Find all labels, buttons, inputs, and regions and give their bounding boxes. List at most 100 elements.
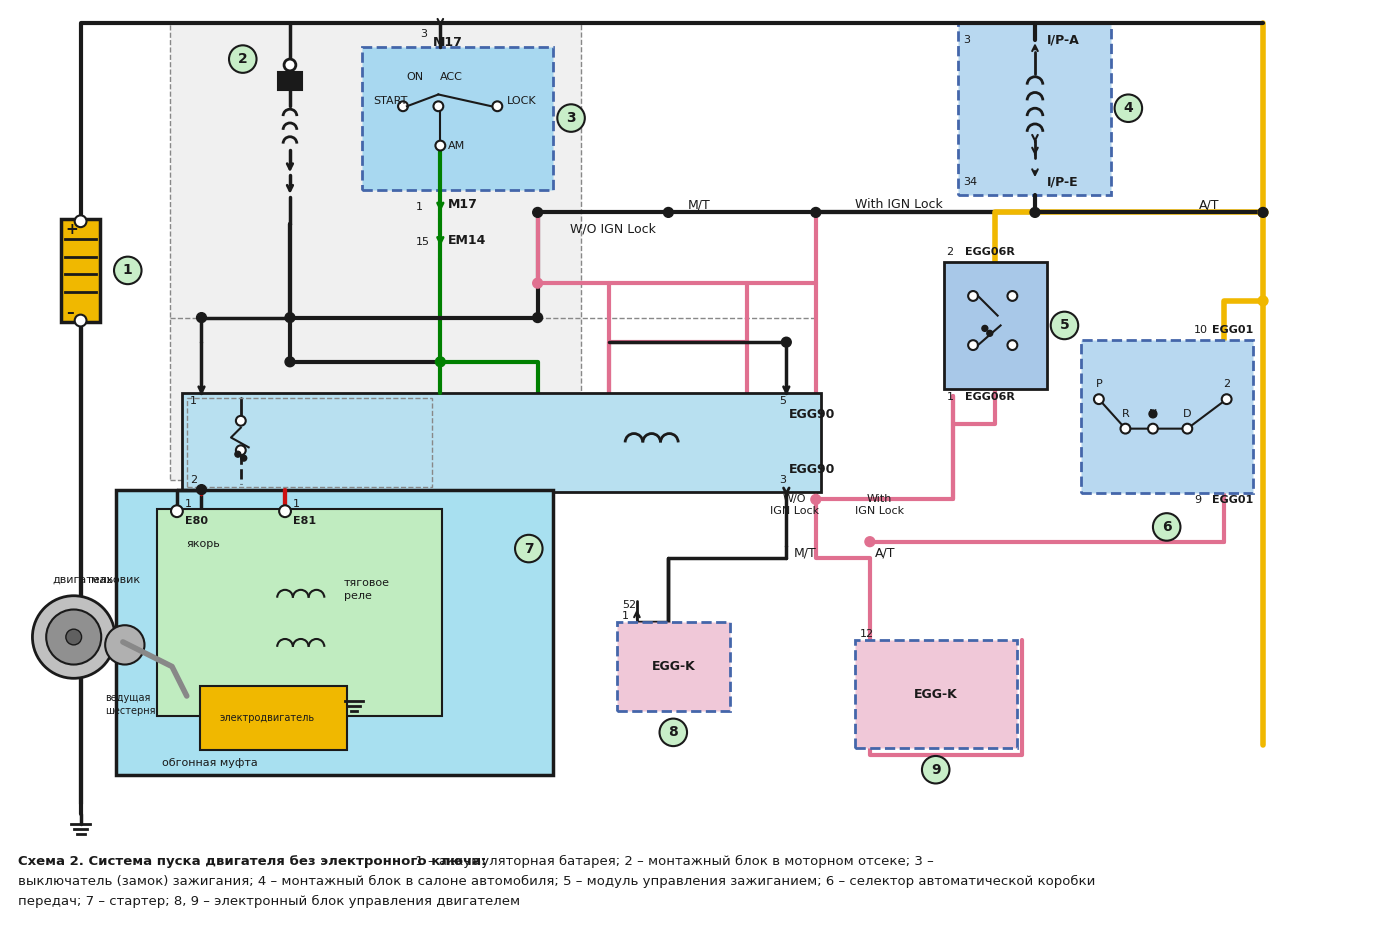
- Text: M/T: M/T: [688, 199, 710, 211]
- Text: E81: E81: [293, 516, 316, 526]
- Text: 4: 4: [1124, 102, 1133, 116]
- Circle shape: [1007, 291, 1017, 301]
- Text: W/O IGN Lock: W/O IGN Lock: [571, 223, 656, 236]
- Circle shape: [983, 325, 988, 332]
- Text: IGN Lock: IGN Lock: [855, 506, 904, 516]
- Text: 8: 8: [669, 725, 679, 739]
- Circle shape: [865, 537, 875, 546]
- Circle shape: [663, 208, 673, 217]
- Bar: [855, 640, 1017, 748]
- Circle shape: [229, 46, 257, 73]
- Circle shape: [196, 312, 206, 322]
- Text: 3: 3: [963, 35, 970, 46]
- Circle shape: [557, 104, 585, 131]
- Bar: [61, 219, 101, 322]
- Text: маховик: маховик: [91, 575, 141, 585]
- Circle shape: [1153, 514, 1180, 541]
- Bar: [278, 72, 301, 89]
- Circle shape: [171, 505, 182, 517]
- Circle shape: [285, 357, 294, 366]
- Text: +: +: [66, 222, 79, 237]
- Text: якорь: якорь: [187, 539, 221, 549]
- Bar: [618, 623, 730, 711]
- Text: LOCK: LOCK: [507, 96, 536, 106]
- Circle shape: [532, 208, 543, 217]
- Text: With IGN Lock: With IGN Lock: [855, 199, 943, 211]
- Circle shape: [1121, 424, 1130, 433]
- Text: 9: 9: [1194, 496, 1201, 505]
- Circle shape: [1183, 424, 1193, 433]
- Text: D: D: [1183, 409, 1191, 418]
- Text: 1: 1: [189, 396, 196, 406]
- Text: 10: 10: [1194, 325, 1208, 336]
- Bar: [182, 393, 821, 491]
- Circle shape: [811, 495, 821, 504]
- Circle shape: [66, 629, 82, 645]
- Text: 3: 3: [420, 29, 427, 38]
- Text: 2: 2: [189, 474, 196, 485]
- Circle shape: [46, 610, 101, 665]
- Circle shape: [1148, 424, 1158, 433]
- Circle shape: [115, 256, 141, 284]
- Circle shape: [398, 102, 408, 111]
- Text: E80: E80: [185, 516, 207, 526]
- Circle shape: [75, 315, 87, 326]
- Circle shape: [1258, 296, 1267, 306]
- Text: 6: 6: [1162, 520, 1172, 534]
- Text: 1: 1: [416, 201, 423, 212]
- Circle shape: [75, 215, 87, 227]
- Circle shape: [240, 455, 247, 461]
- Text: AM: AM: [448, 141, 466, 151]
- Circle shape: [435, 357, 445, 366]
- Text: 1: 1: [293, 500, 300, 509]
- Circle shape: [1148, 410, 1157, 418]
- Circle shape: [235, 451, 240, 458]
- Circle shape: [515, 535, 543, 562]
- Text: выключатель (замок) зажигания; 4 – монтажный блок в салоне автомобиля; 5 – модул: выключатель (замок) зажигания; 4 – монта…: [18, 875, 1095, 888]
- Circle shape: [532, 279, 543, 288]
- Text: 5: 5: [779, 396, 786, 406]
- Circle shape: [285, 312, 294, 322]
- Text: электродвигатель: электродвигатель: [220, 713, 314, 722]
- Text: M/T: M/T: [795, 547, 817, 560]
- Circle shape: [1258, 208, 1267, 217]
- Bar: [170, 22, 580, 480]
- Circle shape: [987, 330, 992, 336]
- Circle shape: [1258, 208, 1267, 217]
- Text: M17: M17: [448, 199, 478, 211]
- Circle shape: [1007, 340, 1017, 350]
- Text: EGG06R: EGG06R: [965, 392, 1014, 403]
- Text: 2: 2: [238, 52, 247, 66]
- Text: START: START: [373, 96, 408, 106]
- Circle shape: [532, 312, 543, 322]
- Text: W/O: W/O: [782, 494, 806, 504]
- Circle shape: [285, 59, 296, 71]
- Bar: [362, 48, 553, 190]
- Circle shape: [492, 102, 502, 111]
- Circle shape: [969, 340, 978, 350]
- Circle shape: [105, 625, 145, 665]
- Text: EM14: EM14: [448, 235, 486, 247]
- Text: 7: 7: [524, 541, 533, 555]
- Text: P: P: [1096, 379, 1103, 390]
- Text: 1: 1: [947, 392, 954, 403]
- Circle shape: [659, 719, 687, 747]
- Text: 1: 1: [622, 611, 629, 622]
- Text: 5: 5: [1060, 319, 1070, 333]
- Text: двигатель: двигатель: [53, 575, 113, 585]
- Bar: [187, 398, 433, 487]
- Circle shape: [1030, 208, 1039, 217]
- Circle shape: [811, 208, 821, 217]
- Text: 2: 2: [1223, 379, 1230, 390]
- Text: IGN Lock: IGN Lock: [770, 506, 818, 516]
- Text: I/P-A: I/P-A: [1046, 34, 1079, 47]
- Circle shape: [1095, 394, 1104, 404]
- Text: 1: 1: [185, 500, 192, 509]
- Text: реле: реле: [344, 591, 372, 601]
- Text: A/T: A/T: [1200, 199, 1220, 211]
- Text: R: R: [1122, 409, 1129, 418]
- Text: EGG01: EGG01: [1212, 325, 1253, 336]
- Text: 15: 15: [416, 237, 430, 247]
- Bar: [958, 22, 1111, 195]
- Text: обгонная муфта: обгонная муфта: [162, 758, 258, 768]
